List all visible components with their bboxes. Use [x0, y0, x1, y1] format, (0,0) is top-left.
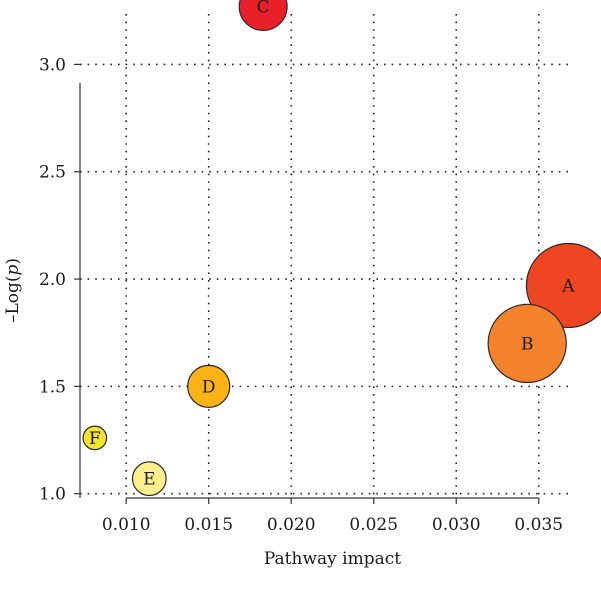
x-tick-label: 0.010: [102, 515, 151, 535]
bubble-d: [187, 364, 231, 408]
bubble-label-d: D: [202, 377, 216, 397]
bubble-label-f: F: [89, 429, 101, 449]
y-tick-label: 2.0: [39, 270, 66, 290]
y-axis-title-prefix: –Log(: [3, 275, 23, 323]
x-tick-label: 0.015: [184, 515, 233, 535]
x-axis-title: Pathway impact: [264, 549, 401, 569]
y-tick-label: 3.0: [39, 55, 66, 75]
y-axis-title-suffix: ): [3, 258, 23, 265]
y-tick-label: 1.0: [39, 485, 66, 505]
bubble-a: [525, 242, 601, 329]
y-axis-title: –Log(p): [3, 258, 23, 323]
bubble-c: [238, 0, 288, 31]
bubble-label-c: C: [257, 0, 270, 17]
axes: 1.0 1.5 2.0 2.5 3.0 0.010 0.015 0.020 0.025 0.030…: [39, 55, 563, 535]
bubble-e: [131, 461, 167, 497]
y-tick-label: 2.5: [39, 163, 66, 183]
x-tick-label: 0.020: [267, 515, 316, 535]
grid-layer: [80, 14, 572, 498]
x-tick-label: 0.035: [514, 515, 563, 535]
bubble-label-a: A: [561, 276, 575, 296]
bubbles: A B C D E F: [82, 0, 601, 497]
bubble-label-b: B: [521, 334, 534, 354]
bubble-label-e: E: [143, 470, 155, 490]
y-tick-label: 1.5: [39, 377, 66, 397]
x-tick-label: 0.025: [349, 515, 398, 535]
bubble-b: [487, 303, 567, 384]
bubble-f: [82, 425, 108, 451]
x-tick-label: 0.030: [432, 515, 481, 535]
y-axis-title-variable: p: [3, 264, 23, 275]
